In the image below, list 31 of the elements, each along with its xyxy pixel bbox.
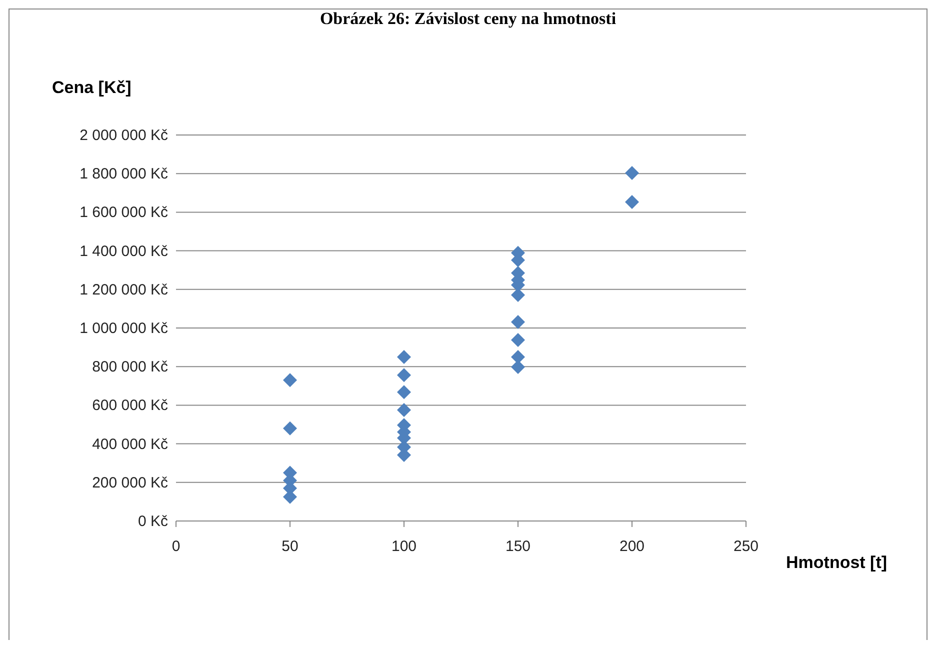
- point: [283, 421, 297, 436]
- y-tick-label: 1 000 000 Kč: [80, 320, 168, 337]
- x-tick-label: 250: [733, 538, 759, 555]
- x-tick-label: 100: [391, 538, 417, 555]
- point: [511, 315, 525, 330]
- y-tick-label: 0 Kč: [138, 513, 168, 530]
- y-axis-title: Cena [Kč]: [52, 78, 132, 97]
- point: [511, 332, 525, 347]
- point: [283, 373, 297, 388]
- y-tick-label: 2 000 000 Kč: [80, 127, 168, 144]
- y-tick-label: 800 000 Kč: [92, 358, 168, 376]
- x-axis-title: Hmotnost [t]: [786, 553, 888, 572]
- point: [511, 350, 525, 364]
- y-tick-label: 1 800 000 Kč: [80, 166, 168, 183]
- x-tick-label: 0: [172, 538, 180, 555]
- x-tick-label: 50: [282, 538, 298, 555]
- point: [625, 166, 639, 180]
- point: [397, 350, 411, 364]
- point: [625, 194, 639, 209]
- y-tick-label: 1 200 000 Kč: [80, 281, 168, 298]
- point: [397, 403, 411, 418]
- chart-title: Obrázek 26: Závislost ceny na hmotnosti: [320, 9, 616, 28]
- x-tick-label: 150: [505, 538, 531, 555]
- point: [397, 368, 411, 382]
- y-tick-label: 200 000 Kč: [92, 474, 168, 492]
- x-tick-label: 200: [619, 538, 645, 555]
- point: [397, 385, 411, 400]
- y-tick-label: 400 000 Kč: [92, 436, 168, 453]
- y-tick-label: 600 000 Kč: [92, 397, 168, 414]
- y-tick-label: 1 400 000 Kč: [80, 242, 168, 260]
- y-tick-label: 1 600 000 Kč: [80, 204, 168, 222]
